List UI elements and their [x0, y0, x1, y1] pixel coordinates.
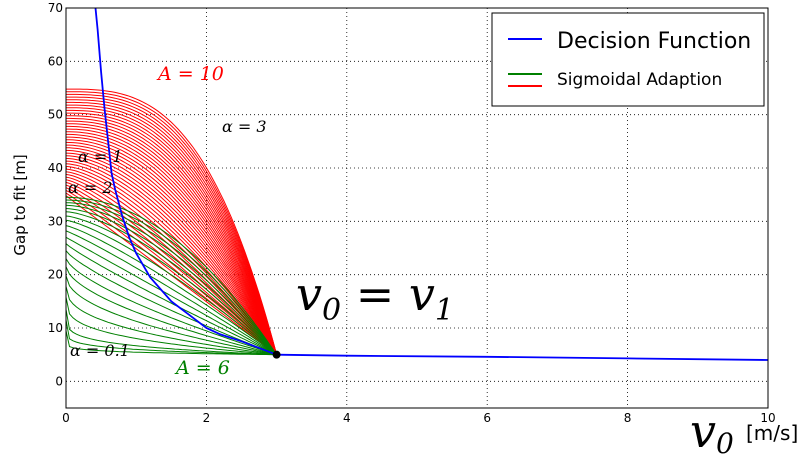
annotation-a10: A = 10	[156, 63, 224, 85]
sigmoid-curve	[65, 208, 277, 356]
sigmoid-curve	[66, 125, 278, 355]
sigmoid-curve	[66, 133, 278, 355]
x-tick-label: 6	[483, 411, 491, 425]
sigmoid-curve	[65, 152, 278, 355]
sigmoid-curve	[65, 330, 277, 356]
sigmoid-curve	[65, 243, 277, 356]
legend-box	[491, 12, 765, 107]
annotation-alpha3: α = 3	[222, 117, 267, 136]
annotation-alpha2: α = 2	[68, 178, 113, 197]
x-tick-label: 10	[760, 411, 775, 425]
sigmoid-curve	[65, 131, 278, 355]
sigmoid-curve	[65, 225, 277, 356]
y-tick-label: 70	[48, 1, 63, 15]
sigmoid-curve	[65, 139, 278, 355]
decision-function-line	[94, 7, 769, 361]
sigmoid-curve	[65, 204, 277, 356]
y-tick-label: 30	[48, 214, 63, 228]
y-tick-label: 60	[48, 54, 63, 68]
annotation-alpha01: α = 0.1	[70, 341, 130, 360]
y-tick-label: 40	[48, 161, 63, 175]
y-tick-label: 50	[48, 108, 63, 122]
x-tick-label: 2	[203, 411, 211, 425]
sigmoid-curve	[65, 196, 278, 355]
sigmoid-curve	[65, 155, 278, 355]
sigmoid-curve	[65, 147, 278, 355]
annotation-v0-equals-v1: v0 = v1	[296, 267, 454, 328]
sigmoid-curve	[66, 123, 278, 355]
sigmoid-curve	[65, 215, 277, 356]
sigmoid-curve	[65, 141, 278, 355]
sigmoid-curve	[66, 136, 278, 355]
sigmoid-curve	[66, 120, 278, 355]
v1-point	[272, 350, 281, 359]
sigmoid-curve	[65, 211, 277, 356]
sigmoid-curve	[66, 107, 278, 355]
sigmoid-curve	[65, 219, 277, 356]
sigmoid-curve	[65, 181, 277, 356]
y-tick-label: 10	[48, 321, 63, 335]
axis-ticks: 0 2 4 6 8 10 0 10 20 30 40 50 60 70	[48, 1, 776, 425]
sigmoid-curve	[65, 157, 278, 355]
x-axis-unit: [m/s]	[746, 421, 798, 445]
sigmoid-curve	[66, 96, 278, 355]
sigmoid-curve	[66, 117, 278, 355]
plot-frame	[65, 7, 769, 409]
sigmoid-curve	[66, 88, 278, 355]
sigmoid-curve	[66, 104, 278, 355]
sigmoid-curve	[65, 275, 277, 356]
legend-label-decision: Decision Function	[557, 29, 751, 54]
sigmoid-curve	[66, 99, 278, 355]
legend-label-sigmoid: Sigmoidal Adaption	[557, 70, 722, 90]
sigmoid-curve	[66, 112, 278, 355]
sigmoid-curve	[65, 230, 277, 356]
sigmoid-curve	[65, 199, 278, 355]
sigmoid-curve	[65, 266, 277, 356]
sigmoid-curve	[66, 109, 278, 355]
x-tick-label: 4	[343, 411, 351, 425]
sigmoid-curve	[66, 115, 278, 355]
sigmoid-curve	[66, 128, 278, 355]
sigmoid-curve	[65, 286, 277, 356]
sigmoid-curve	[65, 296, 277, 356]
sigmoid-curve	[65, 202, 277, 356]
sigmoid-curve	[65, 189, 277, 356]
x-tick-label: 8	[624, 411, 632, 425]
sigmoid-curve	[66, 93, 278, 355]
sigmoid-curve	[66, 144, 278, 355]
y-tick-label: 20	[48, 268, 63, 282]
y-axis-label: Gap to fit [m]	[11, 154, 29, 255]
sigmoid-curve	[65, 258, 277, 356]
sigmoid-curve	[65, 149, 278, 355]
sigmoid-curve	[65, 165, 278, 355]
series-decision-function	[94, 7, 769, 361]
y-tick-label: 0	[55, 374, 63, 388]
sigmoid-curve	[66, 101, 278, 355]
sigmoid-curve	[65, 309, 277, 356]
x-axis-symbol: v0	[690, 404, 734, 455]
x-tick-label: 0	[62, 411, 70, 425]
sigmoid-curve	[65, 160, 278, 355]
sigmoid-curve	[65, 173, 277, 356]
annotation-alpha1: α = 1	[78, 147, 123, 166]
annotation-a6: A = 6	[174, 357, 230, 379]
sigmoid-curve	[66, 91, 278, 355]
legend: Decision Function Sigmoidal Adaption	[491, 12, 765, 107]
sigmoid-curve	[65, 168, 278, 355]
sigmoid-curve	[65, 236, 277, 356]
